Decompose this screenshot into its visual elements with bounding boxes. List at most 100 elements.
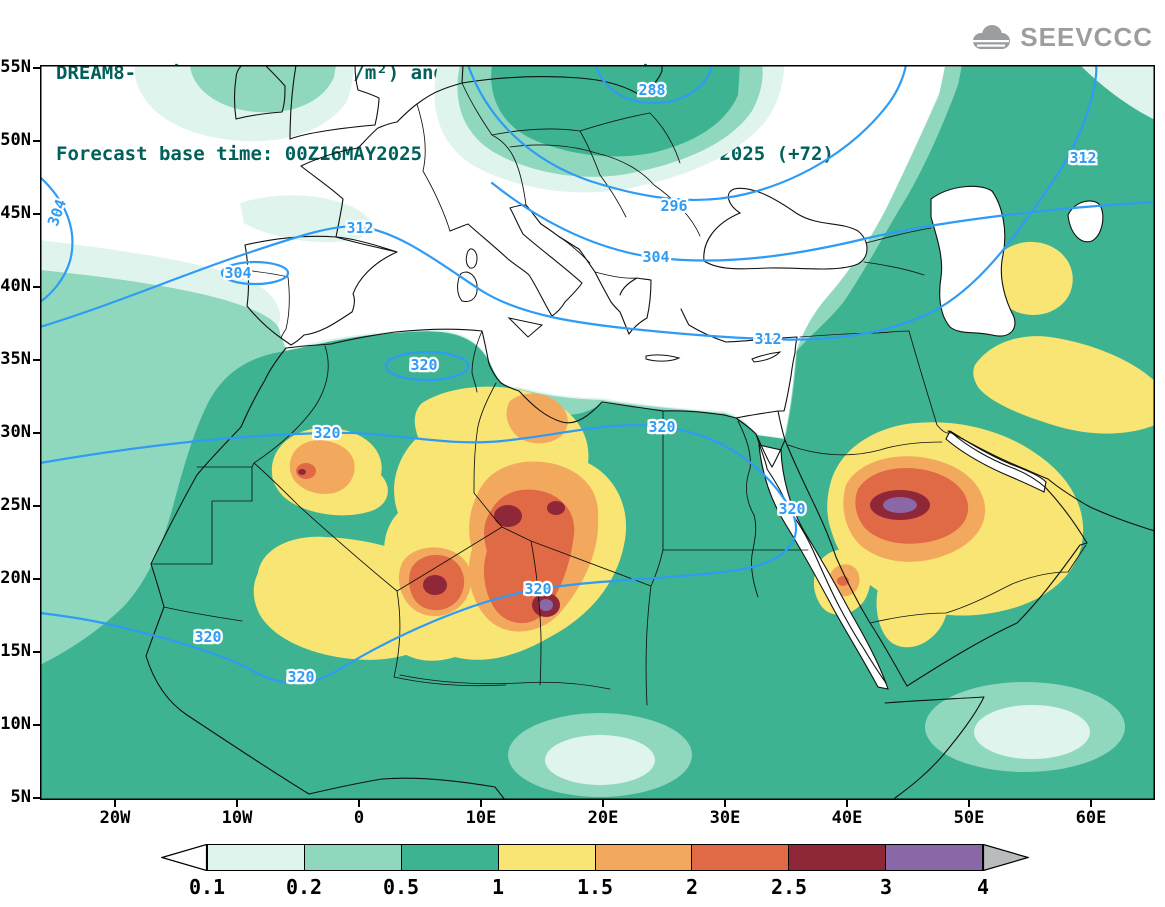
geopotential-contour-label: 288: [638, 81, 665, 99]
contour-304-main: [490, 181, 1157, 262]
colorbar-tick-label: 1.5: [576, 875, 614, 899]
cyprus: [751, 351, 782, 363]
country-borders: [150, 82, 1087, 706]
dust-02-uk: [190, 65, 336, 113]
dust-25-central-a: [494, 505, 522, 527]
coast-iberia-west: [244, 236, 398, 346]
coast-pyrenees: [335, 236, 398, 253]
x-axis-tick: [480, 800, 482, 807]
y-axis-tick: [33, 797, 40, 799]
geopotential-contour-label: 312: [346, 219, 373, 237]
contour-320-algeria: [384, 350, 470, 382]
y-axis-tick: [33, 213, 40, 215]
coast-ireland: [233, 64, 286, 120]
colorbar-right-arrow-shape: [982, 843, 1031, 872]
contour-304-west: [38, 175, 74, 304]
x-axis-tick: [236, 800, 238, 807]
x-axis-label: 50E: [953, 808, 985, 828]
geopotential-contour-label: 320: [287, 668, 314, 686]
y-axis-tick: [33, 724, 40, 726]
dust-1-eritrea: [876, 565, 949, 648]
x-axis-tick: [1090, 800, 1092, 807]
x-axis-tick: [358, 800, 360, 807]
contour-312: [38, 63, 1098, 341]
cloud-icon: [973, 24, 1011, 49]
geopotential-contour-label: 312: [754, 330, 781, 348]
geopotential-contour-label: 320: [778, 500, 805, 518]
dust-25-morocco: [298, 469, 306, 475]
y-axis-tick: [33, 67, 40, 69]
dust-2-morocco: [296, 463, 316, 479]
y-axis-tick: [33, 505, 40, 507]
y-axis-label: 25N: [0, 495, 31, 515]
x-axis-tick: [968, 800, 970, 807]
y-axis-label: 20N: [0, 568, 31, 588]
x-axis-label: 20E: [587, 808, 619, 828]
y-axis-label: 30N: [0, 422, 31, 442]
colorbar-left-arrow-shape: [159, 843, 208, 872]
geopotential-contour-label: 304: [224, 264, 251, 282]
y-axis-label: 10N: [0, 714, 31, 734]
colorbar-segment: [497, 844, 596, 871]
longitude-axis: 20W 10W 0 10E 20E 30E 40E 50E 60E: [40, 798, 1155, 838]
x-axis-label: 10W: [221, 808, 253, 828]
y-axis-tick: [33, 432, 40, 434]
y-axis-tick: [33, 140, 40, 142]
geopotential-contour-label: 304: [44, 197, 70, 229]
x-axis-label: 10E: [465, 808, 497, 828]
coast-atlantic-africa: [145, 347, 506, 801]
y-axis-label: 55N: [0, 57, 31, 77]
dust-1-iran: [973, 336, 1155, 434]
y-axis-label: 15N: [0, 641, 31, 661]
dust-15-morocco: [289, 440, 355, 495]
corsica: [465, 248, 478, 269]
geopotential-contour-label: 320: [410, 356, 437, 374]
dust-3-chad: [539, 599, 553, 611]
colorbar-segment: [207, 844, 305, 871]
dust-pale-top-right-corner: [1080, 65, 1155, 120]
coast-arabia-south: [906, 432, 1088, 687]
contour-320-main: [38, 424, 797, 684]
dust-25-mali: [423, 575, 447, 595]
y-axis-tick: [33, 359, 40, 361]
crete: [645, 354, 681, 362]
latitude-axis: 55N 50N 45N 40N 35N 30N 25N 20N 15N 10N 5N: [0, 57, 40, 807]
colorbar-chips: [207, 844, 983, 871]
colorbar-tick-labels: 0.1 0.2 0.5 1 1.5 2 2.5 3 4: [189, 875, 989, 901]
aral-sea: [1067, 200, 1104, 243]
y-axis-label: 40N: [0, 276, 31, 296]
geopotential-contour-label: 304: [642, 248, 669, 266]
y-axis-label: 45N: [0, 203, 31, 223]
geopotential-contour-label: 320: [648, 418, 675, 436]
y-axis-tick: [33, 651, 40, 653]
y-axis-label: 50N: [0, 130, 31, 150]
colorbar-right-arrow: [982, 843, 1031, 872]
geopotential-contour-label: 320: [524, 580, 551, 598]
coast-north-africa: [285, 328, 757, 435]
islands: [457, 248, 782, 363]
sicily: [507, 317, 544, 338]
x-axis-label: 0: [353, 808, 365, 828]
black-sea: [703, 187, 868, 270]
coast-iberia-france: [244, 64, 464, 246]
seevccc-logo: SEEVCCC: [968, 22, 1153, 53]
red-sea: [758, 444, 889, 690]
y-axis-label: 5N: [10, 787, 31, 807]
x-axis-tick: [846, 800, 848, 807]
coast-redsea-west: [755, 433, 887, 684]
dust-1-turkmenistan: [991, 241, 1073, 315]
x-axis-tick: [602, 800, 604, 807]
colorbar-tick-label: 2: [685, 875, 699, 899]
x-axis-label: 20W: [99, 808, 131, 828]
x-axis-tick: [114, 800, 116, 807]
dust-25-central-b: [547, 501, 565, 515]
colorbar-tick-label: 0.5: [382, 875, 420, 899]
colorbar-row: [159, 843, 1031, 872]
coast-sinai-levant: [755, 410, 786, 468]
contour-288: [594, 63, 714, 105]
dust-3-arabia: [883, 497, 917, 513]
coast-horn-of-africa: [884, 696, 985, 799]
coast-iran-gulf: [947, 430, 1156, 532]
map-frame: [40, 65, 1155, 800]
coast-redsea-east: [784, 439, 908, 687]
